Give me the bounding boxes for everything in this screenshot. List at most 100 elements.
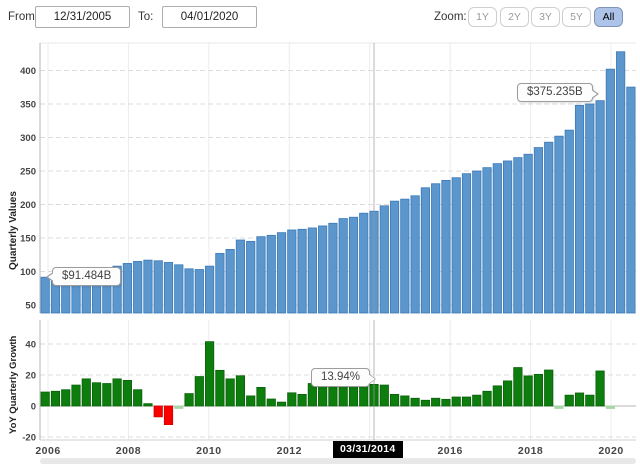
- yoy-growth-bar[interactable]: [71, 384, 81, 407]
- quarterly-value-bar[interactable]: [174, 264, 184, 314]
- quarterly-value-bar[interactable]: [318, 225, 328, 314]
- yoy-growth-bar[interactable]: [122, 380, 132, 407]
- quarterly-value-bar[interactable]: [616, 51, 626, 314]
- yoy-growth-bar[interactable]: [359, 383, 369, 407]
- yoy-growth-bar[interactable]: [533, 373, 544, 407]
- yoy-growth-bar[interactable]: [451, 396, 461, 407]
- quarterly-value-bar[interactable]: [513, 157, 523, 314]
- yoy-growth-bar[interactable]: [554, 405, 564, 409]
- quarterly-value-bar[interactable]: [533, 147, 544, 314]
- quarterly-value-bar[interactable]: [307, 227, 317, 314]
- zoom-button-all[interactable]: All: [594, 7, 623, 27]
- quarterly-value-bar[interactable]: [338, 218, 348, 314]
- quarterly-value-bar[interactable]: [235, 239, 246, 314]
- quarterly-value-bar[interactable]: [266, 234, 276, 314]
- yoy-growth-bar[interactable]: [461, 396, 472, 407]
- quarterly-value-bar[interactable]: [215, 253, 225, 314]
- yoy-growth-bar[interactable]: [513, 367, 523, 407]
- yoy-growth-bar[interactable]: [348, 383, 359, 407]
- yoy-growth-bar[interactable]: [112, 378, 122, 407]
- yoy-growth-bar[interactable]: [605, 405, 615, 409]
- yoy-growth-bar[interactable]: [574, 392, 585, 407]
- quarterly-value-bar[interactable]: [133, 261, 143, 314]
- yoy-growth-bar[interactable]: [564, 394, 574, 407]
- quarterly-value-bar[interactable]: [348, 216, 359, 314]
- yoy-growth-bar[interactable]: [184, 393, 194, 407]
- quarterly-value-bar[interactable]: [482, 167, 492, 314]
- quarterly-value-bar[interactable]: [400, 198, 410, 314]
- yoy-growth-bar[interactable]: [225, 378, 235, 407]
- yoy-growth-bar[interactable]: [472, 394, 482, 407]
- quarterly-value-bar[interactable]: [544, 141, 554, 314]
- yoy-growth-bar[interactable]: [297, 393, 307, 407]
- yoy-growth-bar[interactable]: [246, 395, 256, 407]
- yoy-growth-bar[interactable]: [420, 399, 430, 407]
- yoy-growth-bar[interactable]: [266, 398, 276, 407]
- quarterly-value-bar[interactable]: [585, 103, 595, 314]
- yoy-growth-bar[interactable]: [431, 397, 441, 407]
- quarterly-value-bar[interactable]: [163, 262, 174, 314]
- yoy-growth-bar[interactable]: [163, 405, 174, 426]
- yoy-growth-bar[interactable]: [215, 369, 225, 407]
- yoy-growth-bar[interactable]: [595, 370, 605, 407]
- yoy-growth-bar[interactable]: [81, 378, 91, 407]
- quarterly-value-bar[interactable]: [297, 228, 307, 314]
- yoy-growth-bar[interactable]: [410, 397, 420, 407]
- quarterly-value-bar[interactable]: [472, 170, 482, 314]
- yoy-growth-bar[interactable]: [523, 375, 533, 407]
- yoy-growth-bar[interactable]: [194, 376, 204, 407]
- quarterly-value-bar[interactable]: [328, 222, 338, 314]
- yoy-growth-bar[interactable]: [441, 398, 451, 407]
- quarterly-value-bar[interactable]: [389, 200, 400, 314]
- quarterly-value-bar[interactable]: [184, 268, 194, 314]
- scrollbar-track[interactable]: [40, 458, 636, 464]
- yoy-growth-bar[interactable]: [338, 383, 348, 407]
- quarterly-value-bar[interactable]: [276, 232, 287, 314]
- yoy-growth-bar[interactable]: [50, 390, 61, 407]
- yoy-growth-bar[interactable]: [585, 394, 595, 407]
- quarterly-value-bar[interactable]: [461, 173, 472, 314]
- yoy-growth-bar[interactable]: [102, 383, 112, 407]
- zoom-button-3y[interactable]: 3Y: [531, 7, 560, 27]
- quarterly-value-bar[interactable]: [441, 179, 451, 314]
- quarterly-value-bar[interactable]: [40, 276, 50, 314]
- yoy-growth-bar[interactable]: [276, 401, 287, 407]
- yoy-growth-bar[interactable]: [61, 389, 71, 407]
- zoom-button-2y[interactable]: 2Y: [500, 7, 529, 27]
- yoy-growth-bar[interactable]: [544, 369, 554, 407]
- yoy-growth-bar[interactable]: [492, 385, 502, 407]
- quarterly-value-bar[interactable]: [287, 229, 297, 314]
- quarterly-value-bar[interactable]: [246, 240, 256, 314]
- yoy-growth-bar[interactable]: [256, 386, 266, 407]
- from-date-input[interactable]: [35, 6, 130, 28]
- quarterly-value-bar[interactable]: [379, 205, 389, 314]
- yoy-growth-bar[interactable]: [153, 405, 163, 418]
- quarterly-value-bar[interactable]: [122, 263, 132, 314]
- quarterly-value-bar[interactable]: [420, 187, 430, 314]
- quarterly-value-bar[interactable]: [564, 129, 574, 314]
- quarterly-value-bar[interactable]: [205, 265, 215, 314]
- yoy-growth-bar[interactable]: [235, 375, 246, 407]
- quarterly-value-bar[interactable]: [503, 160, 513, 314]
- quarterly-value-bar[interactable]: [256, 236, 266, 314]
- quarterly-value-bar[interactable]: [194, 269, 204, 314]
- quarterly-value-bar[interactable]: [359, 212, 369, 314]
- yoy-growth-bar[interactable]: [174, 405, 184, 409]
- quarterly-value-bar[interactable]: [492, 163, 502, 314]
- yoy-growth-bar[interactable]: [205, 341, 215, 407]
- quarterly-value-bar[interactable]: [574, 104, 585, 314]
- quarterly-value-bar[interactable]: [225, 248, 235, 314]
- quarterly-value-bar[interactable]: [605, 68, 615, 314]
- yoy-growth-bar[interactable]: [91, 382, 102, 407]
- quarterly-value-bar[interactable]: [112, 265, 122, 314]
- quarterly-value-bar[interactable]: [595, 100, 605, 314]
- quarterly-value-bar[interactable]: [626, 86, 636, 314]
- yoy-growth-bar[interactable]: [328, 383, 338, 407]
- zoom-button-1y[interactable]: 1Y: [468, 7, 497, 27]
- yoy-growth-bar[interactable]: [503, 380, 513, 407]
- yoy-growth-bar[interactable]: [133, 389, 143, 407]
- yoy-growth-bar[interactable]: [143, 403, 153, 407]
- quarterly-value-bar[interactable]: [410, 195, 420, 314]
- yoy-growth-bar[interactable]: [379, 384, 389, 407]
- quarterly-value-bar[interactable]: [153, 260, 163, 314]
